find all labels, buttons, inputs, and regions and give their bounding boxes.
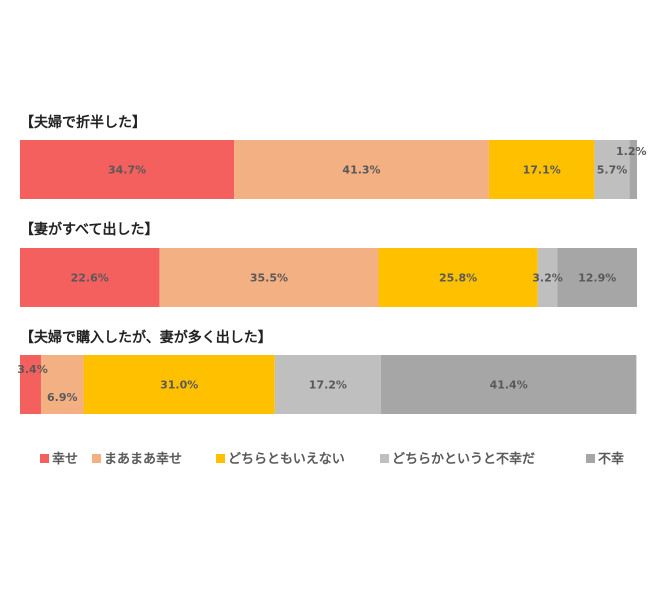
bar-segment [629,140,637,199]
value-label: 12.9% [578,272,616,285]
value-label: 5.7% [597,164,628,177]
value-label: 25.8% [439,272,477,285]
legend-label: どちらともいえない [228,452,345,467]
legend-label: 幸せ [52,451,78,467]
legend-item: どちらともいえない [216,452,345,467]
bar-segment [380,355,637,414]
legend-swatch [586,454,595,463]
legend-swatch [380,454,389,463]
value-label: 3.2% [532,272,563,285]
legend-swatch [40,454,49,463]
value-label: 41.4% [490,379,528,392]
bar-segment [378,248,538,307]
legend-swatch [92,454,101,463]
bar-segment [488,140,595,199]
value-label: 35.5% [250,272,288,285]
value-label: 6.9% [47,391,78,404]
legend-swatch [216,454,225,463]
bar-segment [274,355,381,414]
bar-segment [20,355,41,414]
legend-item: 不幸 [586,451,624,467]
legend-label: まあまあ幸せ [104,451,182,467]
value-label: 34.7% [108,164,146,177]
value-label: 17.1% [523,164,561,177]
value-labels: 34.7% 41.3% 17.1% 5.7% 1.2% 22.6% 35.5% 25.8% 3.… [17,145,646,404]
bars [20,140,637,414]
legend-item: まあまあ幸せ [92,451,182,467]
value-label: 1.2% [616,145,647,158]
value-label: 22.6% [71,272,109,285]
legend-item: 幸せ [40,451,78,467]
legend: 幸せ まあまあ幸せ どちらともいえない どちらかというと不幸だ 不幸 [40,451,624,467]
legend-label: どちらかというと不幸だ [392,451,535,467]
bar-segment [20,140,235,199]
bar-segment [557,248,637,307]
value-label: 17.2% [309,379,347,392]
value-label: 31.0% [160,379,198,392]
bar-segment [159,248,379,307]
bar-segment [234,140,489,199]
bar-segment [594,140,630,199]
value-label: 3.4% [17,363,48,376]
value-label: 41.3% [342,164,380,177]
bar-segment [537,248,558,307]
category-label: 【妻がすべて出した】 [20,221,158,238]
bar-segment [40,355,84,414]
category-labels: 【夫婦で折半した】【妻がすべて出した】【夫婦で購入したが、妻が多く出した】 [20,114,272,346]
bar-segment [83,355,275,414]
legend-label: 不幸 [598,451,624,467]
category-label: 【夫婦で折半した】 [20,114,146,131]
category-label: 【夫婦で購入したが、妻が多く出した】 [20,329,272,346]
bar-segment [20,248,160,307]
legend-item: どちらかというと不幸だ [380,451,535,467]
